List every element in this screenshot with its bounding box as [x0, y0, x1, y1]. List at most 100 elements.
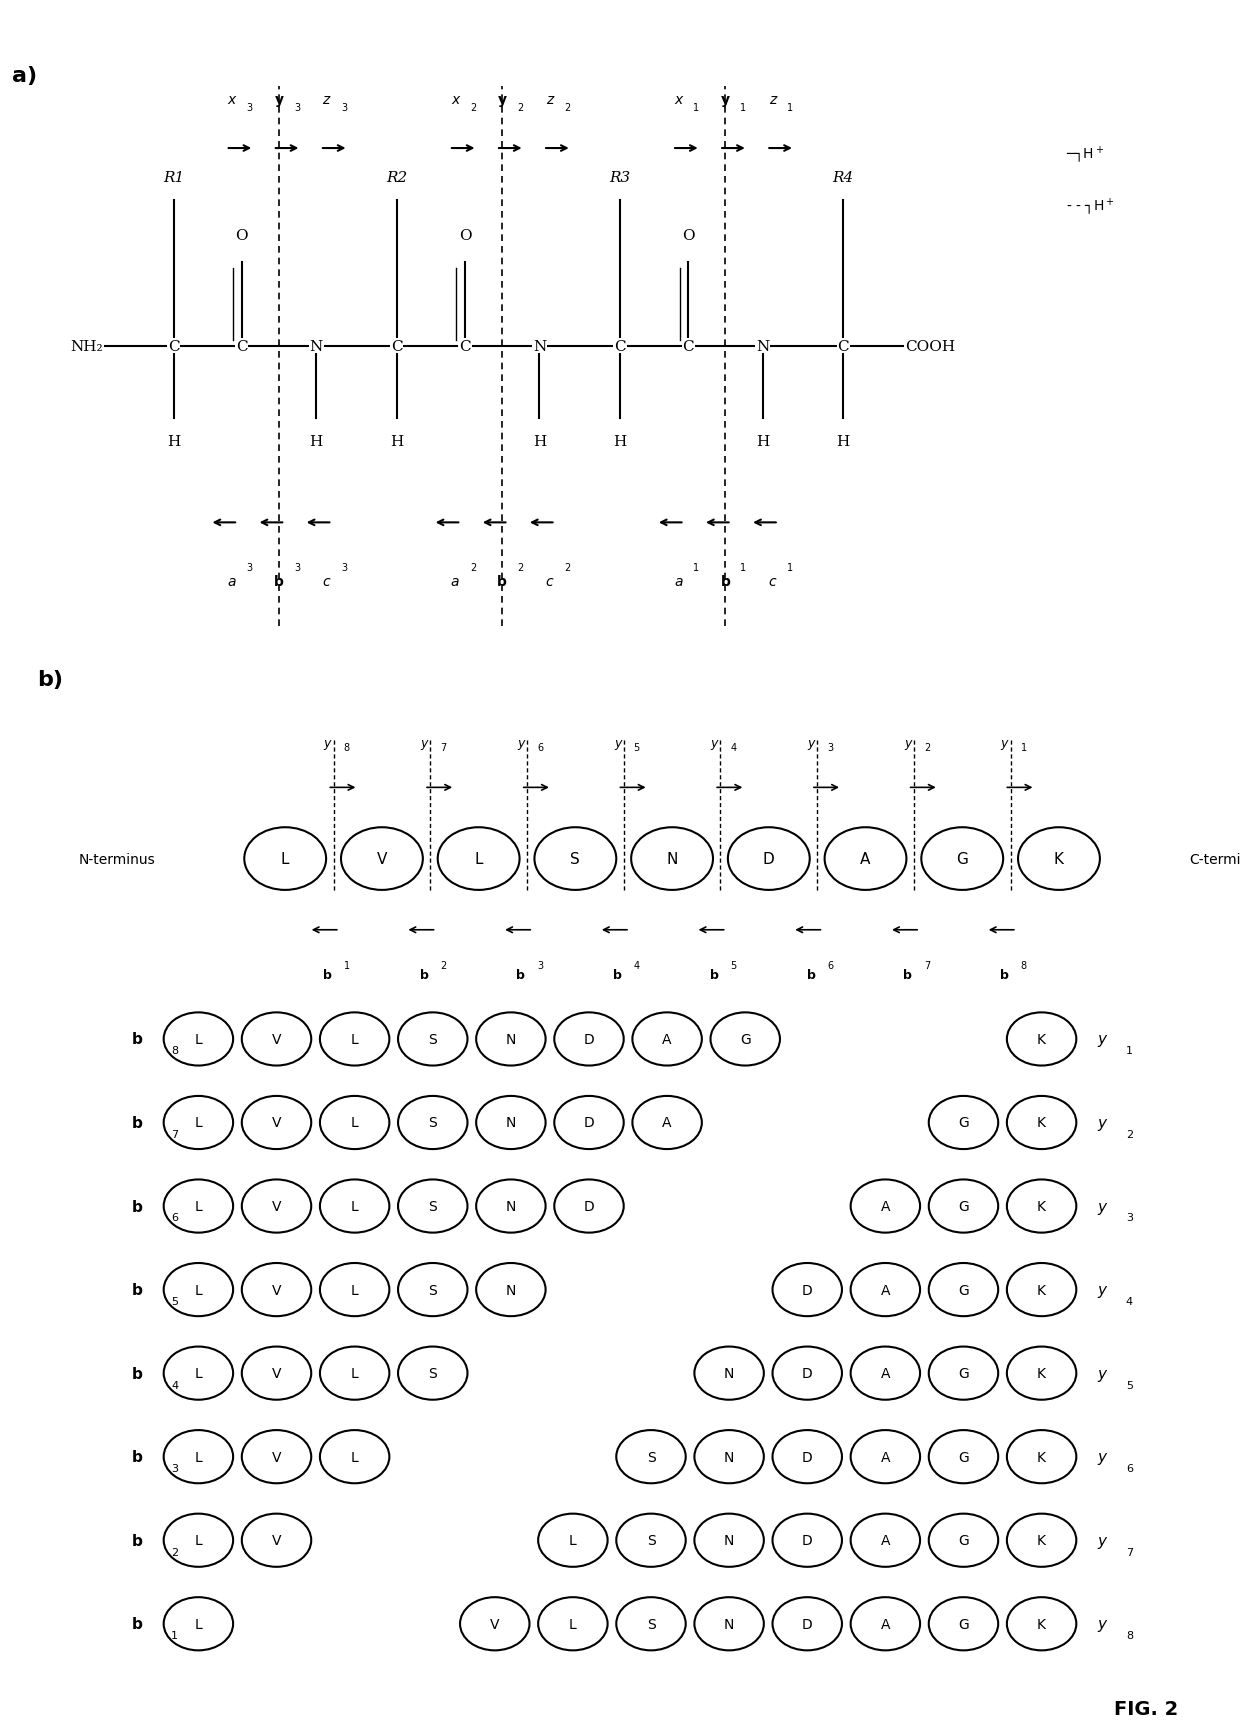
Text: b: b — [131, 1367, 143, 1380]
Text: y: y — [420, 736, 428, 750]
Text: V: V — [272, 1533, 281, 1547]
Text: b: b — [131, 1450, 143, 1464]
Text: y: y — [1097, 1032, 1106, 1046]
Text: D: D — [802, 1367, 812, 1380]
Text: A: A — [662, 1115, 672, 1129]
Text: 6: 6 — [537, 743, 543, 753]
Text: N: N — [724, 1533, 734, 1547]
Text: S: S — [428, 1032, 438, 1046]
Text: O: O — [459, 229, 471, 242]
Text: V: V — [377, 852, 387, 866]
Text: H: H — [167, 435, 180, 449]
Text: L: L — [281, 852, 289, 866]
Text: S: S — [570, 852, 580, 866]
Text: y: y — [1097, 1115, 1106, 1131]
Text: A: A — [880, 1199, 890, 1214]
Text: a): a) — [12, 66, 37, 87]
Text: b: b — [903, 968, 913, 982]
Text: N: N — [506, 1115, 516, 1129]
Text: K: K — [1037, 1199, 1047, 1214]
Text: 2: 2 — [470, 102, 476, 113]
Text: L: L — [569, 1533, 577, 1547]
Text: y: y — [1097, 1199, 1106, 1214]
Text: N: N — [756, 339, 769, 353]
Text: D: D — [802, 1618, 812, 1632]
Text: 8: 8 — [171, 1046, 179, 1057]
Text: 2: 2 — [171, 1547, 179, 1557]
Text: b: b — [131, 1032, 143, 1046]
Text: N: N — [506, 1032, 516, 1046]
Text: x: x — [228, 94, 236, 107]
Text: L: L — [351, 1199, 358, 1214]
Text: 7: 7 — [1126, 1547, 1133, 1557]
Text: 1: 1 — [343, 961, 350, 970]
Text: 6: 6 — [1126, 1464, 1133, 1474]
Text: x: x — [675, 94, 682, 107]
Text: y: y — [1097, 1450, 1106, 1464]
Text: 2: 2 — [517, 563, 523, 573]
Text: 1: 1 — [1126, 1046, 1133, 1057]
Text: G: G — [959, 1283, 968, 1297]
Text: 2: 2 — [517, 102, 523, 113]
Text: x: x — [451, 94, 459, 107]
Text: y: y — [1097, 1282, 1106, 1297]
Text: H: H — [391, 435, 403, 449]
Text: K: K — [1037, 1115, 1047, 1129]
Text: L: L — [195, 1533, 202, 1547]
Text: b: b — [274, 575, 284, 589]
Text: 5: 5 — [730, 961, 737, 970]
Text: C: C — [459, 339, 471, 353]
Text: N: N — [724, 1450, 734, 1464]
Text: b: b — [419, 968, 429, 982]
Text: z: z — [769, 94, 776, 107]
Text: 4: 4 — [171, 1380, 179, 1389]
Text: c: c — [322, 575, 330, 589]
Text: y: y — [274, 94, 284, 107]
Text: b: b — [131, 1282, 143, 1297]
Text: 8: 8 — [343, 743, 350, 753]
Text: y: y — [807, 736, 815, 750]
Text: 4: 4 — [730, 743, 737, 753]
Text: 3: 3 — [171, 1464, 179, 1474]
Text: b: b — [322, 968, 332, 982]
Text: V: V — [490, 1618, 500, 1632]
Text: 3: 3 — [294, 563, 300, 573]
Text: K: K — [1037, 1450, 1047, 1464]
Text: A: A — [880, 1283, 890, 1297]
Text: L: L — [195, 1199, 202, 1214]
Text: H: H — [533, 435, 546, 449]
Text: 1: 1 — [740, 102, 746, 113]
Text: a: a — [675, 575, 682, 589]
Text: 1: 1 — [740, 563, 746, 573]
Text: 4: 4 — [634, 961, 640, 970]
Text: G: G — [959, 1533, 968, 1547]
Text: 3: 3 — [247, 563, 253, 573]
Text: b: b — [131, 1199, 143, 1214]
Text: FIG. 2: FIG. 2 — [1114, 1699, 1178, 1718]
Text: N-terminus: N-terminus — [78, 852, 155, 866]
Text: 8: 8 — [1021, 961, 1027, 970]
Text: y: y — [1097, 1533, 1106, 1548]
Text: L: L — [195, 1367, 202, 1380]
Text: b): b) — [37, 669, 63, 689]
Text: z: z — [546, 94, 553, 107]
Text: L: L — [351, 1450, 358, 1464]
Text: A: A — [880, 1618, 890, 1632]
Text: - - ┐H$^+$: - - ┐H$^+$ — [1066, 196, 1115, 216]
Text: N: N — [724, 1367, 734, 1380]
Text: L: L — [195, 1450, 202, 1464]
Text: L: L — [351, 1115, 358, 1129]
Text: z: z — [322, 94, 330, 107]
Text: S: S — [428, 1199, 438, 1214]
Text: 7: 7 — [171, 1129, 179, 1140]
Text: S: S — [428, 1115, 438, 1129]
Text: A: A — [880, 1367, 890, 1380]
Text: L: L — [195, 1618, 202, 1632]
Text: K: K — [1054, 852, 1064, 866]
Text: H: H — [756, 435, 769, 449]
Text: S: S — [428, 1283, 438, 1297]
Text: N: N — [724, 1618, 734, 1632]
Text: L: L — [475, 852, 482, 866]
Text: H: H — [837, 435, 849, 449]
Text: b: b — [720, 575, 730, 589]
